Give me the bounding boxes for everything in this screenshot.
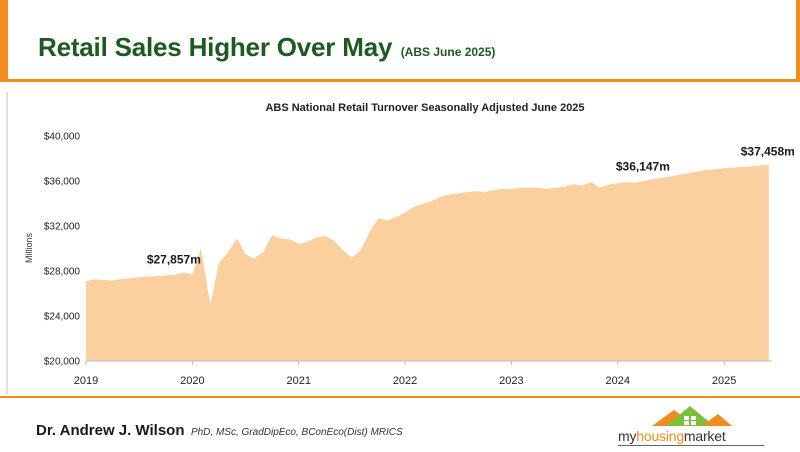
x-tick-label: 2025 xyxy=(712,375,736,387)
author-credit: Dr. Andrew J. Wilson PhD, MSc, GradDipEc… xyxy=(36,422,403,440)
page-title: Retail Sales Higher Over May xyxy=(38,32,393,62)
header-accent-bar xyxy=(0,0,8,80)
x-tick-label: 2024 xyxy=(606,375,630,387)
y-tick-label: $20,000 xyxy=(44,357,81,368)
data-label: $36,147m xyxy=(616,159,670,173)
slide-header: Retail Sales Higher Over May (ABS June 2… xyxy=(38,32,495,63)
chart-title: ABS National Retail Turnover Seasonally … xyxy=(265,102,584,114)
chart-panel xyxy=(6,92,794,394)
y-tick-label: $40,000 xyxy=(44,132,81,143)
header-divider xyxy=(0,79,800,82)
x-tick-label: 2019 xyxy=(74,375,98,387)
data-label: $27,857m xyxy=(147,253,201,267)
author-name: Dr. Andrew J. Wilson xyxy=(36,422,185,439)
page-subtitle: (ABS June 2025) xyxy=(400,45,496,59)
data-label: $37,458m xyxy=(741,145,795,159)
x-tick-label: 2020 xyxy=(180,375,204,387)
series-area-0 xyxy=(86,164,769,361)
y-tick-label: $36,000 xyxy=(44,177,81,188)
y-tick-label: $28,000 xyxy=(44,267,81,278)
house-roof-icon xyxy=(652,406,732,426)
y-tick-label: $24,000 xyxy=(44,312,81,323)
x-tick-label: 2022 xyxy=(393,375,417,387)
footer-divider xyxy=(0,396,800,398)
header-accent-edge xyxy=(796,0,800,80)
x-tick-label: 2023 xyxy=(499,375,523,387)
logo-underline xyxy=(618,445,764,446)
author-credentials: PhD, MSc, GradDipEco, BConEco(Dist) MRIC… xyxy=(190,427,403,438)
x-tick-label: 2021 xyxy=(286,375,310,387)
logo-wordmark: myhousingmarket xyxy=(618,428,726,444)
y-tick-label: $32,000 xyxy=(44,222,81,233)
myhousingmarket-logo: myhousingmarket xyxy=(614,404,774,448)
y-axis-label: Millions xyxy=(24,233,34,264)
retail-turnover-chart: ABS National Retail Turnover Seasonally … xyxy=(24,102,795,387)
